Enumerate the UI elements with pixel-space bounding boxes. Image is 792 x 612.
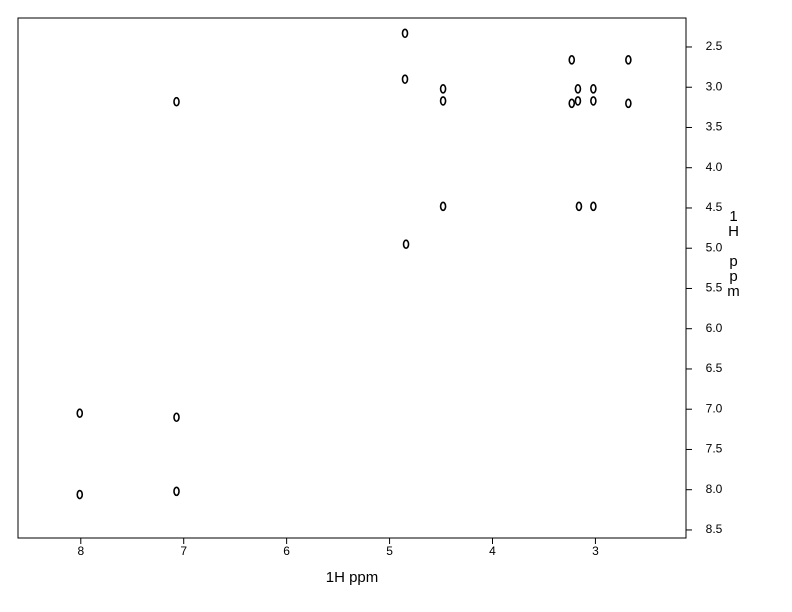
peak <box>568 98 576 109</box>
peak <box>173 96 180 107</box>
x-axis-label: 1H ppm <box>326 569 379 586</box>
peak <box>590 96 597 106</box>
peak <box>76 489 84 500</box>
y-tick-label: 8.5 <box>706 522 723 536</box>
peak <box>590 84 597 94</box>
y-tick-label: 5.5 <box>706 281 723 295</box>
y-tick-label: 6.5 <box>706 361 723 375</box>
peak <box>439 96 447 106</box>
peak <box>625 98 632 109</box>
peak <box>401 74 409 84</box>
x-tick-label: 6 <box>283 544 290 558</box>
y-tick-label: 7.5 <box>706 442 723 456</box>
peak <box>401 28 409 39</box>
peak <box>575 201 583 212</box>
plot-frame <box>17 17 687 539</box>
y-tick-label: 4.5 <box>706 200 723 214</box>
y-tick-label: 4.0 <box>706 160 723 174</box>
peak <box>625 55 632 65</box>
peak <box>574 84 582 94</box>
y-tick-label: 7.0 <box>706 401 723 415</box>
peak <box>173 412 180 423</box>
peak <box>568 55 576 65</box>
x-tick-label: 3 <box>592 544 599 558</box>
y-tick-label: 5.0 <box>706 240 723 254</box>
x-tick-label: 8 <box>77 544 84 558</box>
peak <box>173 486 180 497</box>
peak <box>439 201 447 212</box>
peak <box>402 239 410 249</box>
peak <box>439 84 447 94</box>
peak <box>590 201 597 212</box>
x-tick-label: 4 <box>489 544 496 558</box>
y-tick-label: 8.0 <box>706 482 723 496</box>
x-tick-label: 7 <box>180 544 187 558</box>
x-tick-label: 5 <box>386 544 393 558</box>
peak <box>76 408 84 419</box>
y-tick-label: 3.5 <box>706 120 723 134</box>
y-tick-label: 3.0 <box>706 79 723 93</box>
peak <box>574 96 582 106</box>
y-tick-label: 6.0 <box>706 321 723 335</box>
y-axis-label: 1H ppm <box>725 208 742 298</box>
y-tick-label: 2.5 <box>706 39 723 53</box>
